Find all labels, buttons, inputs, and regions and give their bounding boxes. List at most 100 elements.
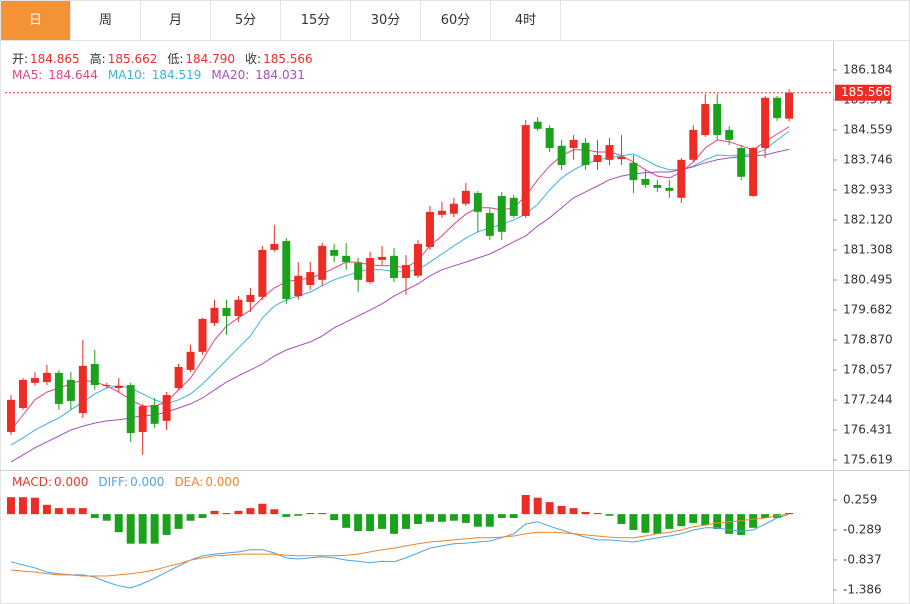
candle-body: [186, 351, 195, 370]
ohlc-value: 184.790: [185, 52, 236, 66]
macd-bar: [629, 514, 638, 531]
macd-bar: [521, 494, 530, 515]
y-tick-label: 186.184: [843, 62, 893, 76]
macd-bar: [102, 514, 111, 521]
macd-bar: [617, 514, 626, 524]
macd-bar: [174, 514, 183, 529]
last-price-label: 185.566: [841, 85, 891, 99]
candle-body: [138, 406, 147, 432]
macd-bar: [258, 503, 267, 515]
candle-body: [66, 379, 75, 401]
candle-body: [318, 245, 327, 280]
period-tab[interactable]: 4时: [491, 1, 561, 40]
legend-name: MA10:: [107, 68, 146, 82]
y-tick-label: 182.120: [843, 212, 893, 226]
candle-body: [78, 365, 87, 414]
macd-bar: [449, 514, 458, 521]
y-tick-label: 181.308: [843, 242, 893, 256]
period-tab[interactable]: 30分: [351, 1, 421, 40]
candle-body: [90, 364, 99, 386]
candle-body: [629, 162, 638, 181]
legend-name: DEA:: [174, 475, 204, 489]
legend-value: 0.000: [54, 475, 89, 489]
candle-body: [402, 265, 411, 278]
period-tab[interactable]: 15分: [281, 1, 351, 40]
candle-body: [7, 399, 15, 432]
y-tick-label: -0.837: [843, 552, 882, 566]
legend-value: 0.000: [205, 475, 240, 489]
macd-bar: [150, 514, 159, 544]
candle-body: [533, 121, 542, 129]
macd-bar: [497, 514, 506, 518]
ohlc-label: 低:: [167, 52, 184, 66]
ohlc-value: 185.662: [107, 52, 158, 66]
period-tab[interactable]: 周: [71, 1, 141, 40]
macd-bar: [366, 514, 375, 532]
candle-body: [413, 243, 422, 276]
y-tick-label: -0.289: [843, 522, 882, 536]
macd-bar: [605, 514, 614, 516]
candle-body: [581, 142, 590, 165]
legend-value: 184.519: [151, 68, 202, 82]
y-tick-label: 178.870: [843, 333, 893, 347]
period-tab[interactable]: 5分: [211, 1, 281, 40]
ohlc-value: 184.865: [30, 52, 80, 66]
period-tabs: 日周月 5分 15分 30分 60分 4时: [0, 0, 910, 41]
legend-name: MA5:: [12, 68, 43, 82]
candle-body: [258, 249, 267, 297]
last-price-box: [835, 84, 891, 101]
macd-bar: [114, 514, 123, 533]
ohlc-label: 高:: [89, 52, 106, 66]
candle-body: [713, 104, 722, 136]
candle-body: [725, 129, 734, 140]
macd-bar: [222, 513, 231, 515]
macd-bar: [126, 514, 135, 544]
y-tick-label: 0.259: [843, 492, 877, 506]
macd-bar: [785, 513, 794, 515]
period-tab[interactable]: 60分: [421, 1, 491, 40]
period-tab[interactable]: 日: [1, 1, 71, 40]
candle-body: [617, 156, 626, 160]
macd-bar: [402, 514, 411, 529]
macd-bar: [593, 513, 602, 515]
macd-bar: [198, 514, 207, 518]
candle-body: [234, 299, 243, 317]
macd-bar: [378, 514, 387, 529]
candle-body: [785, 92, 794, 119]
macd-line: [10, 513, 790, 589]
macd-bar: [186, 514, 195, 521]
macd-bar: [294, 514, 303, 516]
macd-bar: [66, 508, 75, 515]
candle-body: [497, 195, 506, 232]
candle-body: [270, 243, 279, 250]
macd-bar: [425, 514, 434, 522]
macd-bar: [581, 511, 590, 515]
macd-bar: [749, 514, 758, 528]
candle-body: [761, 97, 770, 148]
legend-name: DIFF:: [98, 475, 129, 489]
macd-bar: [330, 514, 339, 521]
candle-body: [437, 210, 446, 215]
candle-body: [198, 318, 207, 352]
ohlc-label: 开:: [12, 52, 29, 66]
period-tab[interactable]: 月: [141, 1, 211, 40]
macd-bar: [461, 514, 470, 523]
candle-body: [246, 294, 255, 302]
candle-body: [366, 258, 375, 283]
macd-bar: [270, 509, 279, 515]
macd-bar: [90, 514, 99, 518]
macd-bar: [318, 513, 327, 515]
ohlc-info: 开: 184.865 高: 185.662 低: 184.790 收: 185.566: [12, 50, 323, 67]
macd-bar: [30, 497, 39, 515]
candle-body: [282, 241, 291, 300]
macd-bar: [78, 508, 87, 515]
candle-body: [330, 249, 339, 256]
macd-bar: [533, 497, 542, 515]
macd-bar: [18, 497, 27, 515]
candle-body: [30, 378, 39, 383]
y-tick-label: 176.431: [843, 423, 893, 437]
macd-bar: [7, 497, 15, 515]
candle-body: [677, 159, 686, 198]
